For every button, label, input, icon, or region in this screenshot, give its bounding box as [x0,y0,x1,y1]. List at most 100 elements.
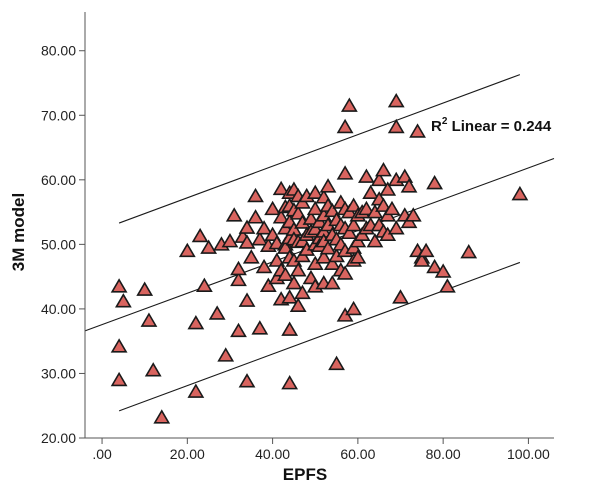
data-points [110,92,529,424]
x-axis-title: EPFS [283,465,327,484]
data-point [110,371,128,387]
data-point [153,409,171,424]
data-point [264,200,281,216]
x-tick-label: 100.00 [507,446,550,462]
data-point [281,321,299,336]
data-point [460,244,478,259]
y-tick-label: 70.00 [41,107,76,123]
x-tick-label: 60.00 [340,446,375,462]
data-point [426,174,444,190]
data-point [413,252,431,267]
y-ticks: 20.00 30.00 40.00 50.00 60.00 70.00 80.00 [41,43,85,446]
data-point [110,338,128,353]
data-point [255,258,273,274]
data-point [370,171,388,187]
data-point [387,220,405,235]
data-point [272,209,290,224]
data-point [383,200,401,216]
data-point [340,97,358,112]
data-point [400,178,418,193]
data-point [221,233,239,248]
y-tick-label: 80.00 [41,43,76,59]
annotation-superscript: 2 [442,116,448,127]
data-point [375,197,392,212]
data-point [323,255,341,271]
x-tick-label: 20.00 [170,446,205,462]
data-point [195,277,213,292]
data-point [272,180,290,196]
annotation-prefix: R [431,118,442,135]
data-point [345,300,363,316]
data-point [178,242,196,258]
data-point [345,216,363,232]
data-point [230,260,247,276]
data-point [434,263,452,278]
data-point [392,289,409,304]
axes: 20.00 30.00 40.00 50.00 60.00 70.00 80.00 .00 2… [41,12,554,462]
data-point [289,297,307,312]
data-point [417,242,435,258]
data-point [230,271,247,287]
x-tick-label: 80.00 [426,446,461,462]
data-point [294,284,311,300]
x-tick-label: 40.00 [255,446,290,462]
data-point [191,227,209,243]
data-point [217,347,235,362]
data-point [110,278,128,293]
data-point [362,184,380,200]
data-point [319,178,337,193]
data-point [404,207,422,222]
data-point [255,220,273,235]
annotation-text: Linear = 0.244 [447,118,551,135]
data-point [315,249,333,264]
data-point [426,258,444,274]
data-point [396,168,414,183]
data-point [230,322,247,338]
y-tick-label: 30.00 [41,365,76,381]
data-point [276,239,294,254]
data-point [251,320,269,335]
data-point [511,185,529,201]
data-point [323,275,341,290]
data-point [289,262,307,277]
data-point [208,305,226,320]
data-point [276,266,294,282]
data-point [247,209,264,224]
x-tick-label: .00 [92,446,112,462]
data-point [268,252,286,267]
data-point [242,249,260,264]
data-point [238,234,256,249]
data-point [251,231,269,246]
data-point [409,123,426,138]
data-point [247,187,264,203]
data-point [187,383,205,398]
data-point [358,168,375,183]
data-point [238,373,256,388]
data-point [200,239,218,254]
data-point [328,355,345,371]
interval-line-upper [118,74,521,224]
data-point [136,281,154,296]
data-point [439,278,456,293]
data-point [379,181,397,196]
y-tick-label: 20.00 [41,430,76,446]
x-ticks: .00 20.00 40.00 60.00 80.00 100.00 [92,438,550,462]
data-point [340,224,358,240]
data-point [345,197,363,212]
data-point [238,219,256,234]
data-point [306,184,324,200]
data-point [187,315,205,330]
data-point [281,375,299,390]
data-point [144,362,162,377]
data-point [140,312,158,327]
data-point [349,249,367,264]
data-point [238,292,256,307]
y-tick-label: 60.00 [41,172,76,188]
data-point [281,289,299,304]
data-point [358,200,375,216]
data-point [259,277,277,292]
data-point [375,162,392,177]
data-point [114,293,132,308]
data-point [306,200,324,216]
